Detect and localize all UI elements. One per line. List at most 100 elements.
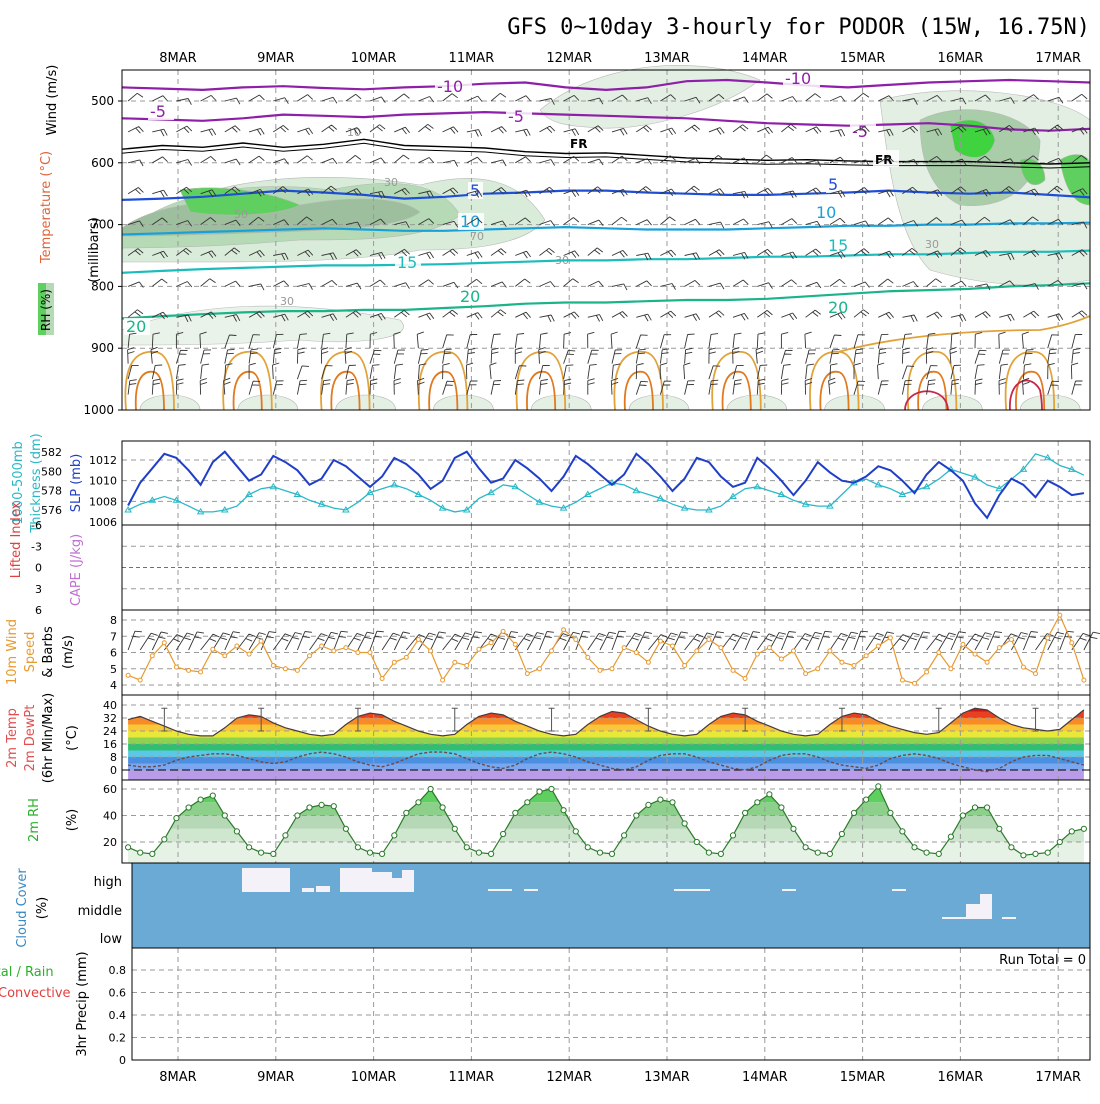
wind-tick-label: 8 bbox=[110, 614, 117, 627]
top-date-label: 8MAR bbox=[159, 51, 196, 66]
thickness-point bbox=[729, 492, 737, 499]
bottom-date-label: 12MAR bbox=[546, 1070, 592, 1085]
wind-barb bbox=[732, 312, 749, 321]
wind-speed-point bbox=[863, 653, 869, 659]
bottom-date-label: 17MAR bbox=[1035, 1070, 1081, 1085]
wind-barb bbox=[418, 96, 435, 103]
wind-barb bbox=[1022, 377, 1030, 395]
wind-barb bbox=[757, 221, 773, 229]
cloud-high-block bbox=[392, 878, 402, 892]
wind-barb bbox=[1022, 631, 1038, 651]
wind-barb bbox=[660, 632, 678, 651]
thickness-point bbox=[753, 482, 762, 490]
wind-barb bbox=[756, 364, 768, 380]
wind-barb bbox=[127, 187, 144, 195]
rh-point bbox=[475, 849, 482, 856]
wind-barb bbox=[587, 363, 597, 380]
wind-barb bbox=[224, 219, 241, 226]
rh-point bbox=[1056, 838, 1063, 846]
temp-tick-label: 8 bbox=[110, 751, 117, 764]
wind-barb bbox=[829, 156, 846, 164]
wind-barb bbox=[636, 280, 652, 287]
wind-speed-point bbox=[960, 641, 966, 647]
wind-barb bbox=[321, 157, 338, 165]
wind-barb bbox=[405, 634, 426, 651]
wind-barb bbox=[757, 154, 773, 164]
wind-barb bbox=[1047, 380, 1060, 395]
thickness-point bbox=[269, 482, 278, 490]
wind-barb bbox=[515, 217, 531, 225]
wind-barb bbox=[369, 378, 378, 395]
wind-barb bbox=[853, 92, 870, 102]
thickness-point bbox=[317, 500, 326, 507]
wind-barb bbox=[369, 251, 386, 260]
wind-speed-point bbox=[730, 667, 736, 673]
wind-barb bbox=[175, 349, 188, 364]
wind-barb bbox=[902, 98, 918, 105]
wind-barb bbox=[636, 186, 652, 195]
wind-barb bbox=[926, 365, 938, 380]
wind-barb bbox=[781, 279, 797, 287]
wind-barb bbox=[732, 379, 742, 395]
wind-speed-point bbox=[234, 643, 240, 649]
temp-tick-label: 32 bbox=[103, 712, 117, 725]
wind-barb bbox=[563, 250, 580, 258]
wind-barb bbox=[805, 281, 822, 289]
wind-speed-point bbox=[791, 648, 796, 654]
wind-barb bbox=[490, 309, 507, 318]
wind-barb bbox=[974, 94, 991, 102]
wind-speed-point bbox=[524, 671, 530, 677]
wind-barb bbox=[732, 347, 740, 364]
rh-point bbox=[959, 812, 967, 819]
rh-point bbox=[729, 832, 737, 839]
wind-barb bbox=[321, 185, 337, 195]
thickness-point bbox=[656, 494, 665, 501]
wind-barb bbox=[986, 631, 1002, 651]
cloud-high-block bbox=[524, 889, 538, 891]
wind-barb bbox=[297, 249, 314, 258]
rh-point bbox=[1068, 828, 1075, 835]
bottom-date-label: 9MAR bbox=[257, 1070, 294, 1085]
wind-barb bbox=[1071, 155, 1088, 164]
wind-barb bbox=[1023, 216, 1039, 225]
wind-barb bbox=[949, 346, 957, 364]
wind-barb bbox=[732, 279, 749, 287]
wind-barb bbox=[296, 365, 310, 380]
cloud-axis-units: (%) bbox=[35, 897, 50, 920]
wind-barb bbox=[1023, 283, 1039, 290]
wind-barb bbox=[345, 332, 354, 349]
minmax-marker bbox=[548, 707, 555, 732]
wind-barb bbox=[877, 333, 889, 349]
wind-barb bbox=[1071, 348, 1081, 364]
isotherm-label-bg bbox=[826, 299, 852, 316]
wind-barb bbox=[684, 218, 701, 226]
bottom-date-label: 13MAR bbox=[644, 1070, 690, 1085]
wind-barb bbox=[708, 188, 725, 196]
wind-barb bbox=[321, 332, 331, 349]
minmax-marker bbox=[258, 707, 265, 732]
wind10m-panel: 8 7 6 5 4 10m Wind Speed & Barbs (m/s) bbox=[5, 609, 1100, 696]
wind-barb bbox=[152, 311, 168, 320]
pressure-axis-title: (millibars) bbox=[87, 217, 102, 283]
thickness-slp-panel: 1012 1010 1008 1006 582 580 578 576 1000-500mb Th… bbox=[11, 433, 1091, 534]
wind-barb bbox=[732, 365, 744, 380]
wind-speed-point bbox=[500, 628, 506, 634]
wind-barb bbox=[829, 190, 846, 198]
wind-barb bbox=[273, 280, 289, 287]
dewpoint-line bbox=[128, 751, 1085, 773]
wind-barb bbox=[878, 278, 894, 287]
isotherm-label-bg bbox=[850, 123, 876, 140]
isotherm-label-bg bbox=[124, 318, 150, 335]
thickness-point bbox=[898, 490, 907, 497]
wind-barb bbox=[200, 217, 217, 225]
wind-barb bbox=[369, 332, 378, 349]
minmax-marker bbox=[935, 707, 942, 732]
precip-legend-convective: Convective bbox=[0, 986, 71, 1001]
wind-barb bbox=[151, 378, 161, 395]
wind-barb bbox=[394, 126, 410, 135]
isotherm-label: -5 bbox=[150, 102, 166, 121]
isotherm-hot-loop bbox=[917, 370, 948, 411]
wind-speed-point bbox=[645, 659, 651, 665]
wind-barb bbox=[902, 159, 918, 166]
